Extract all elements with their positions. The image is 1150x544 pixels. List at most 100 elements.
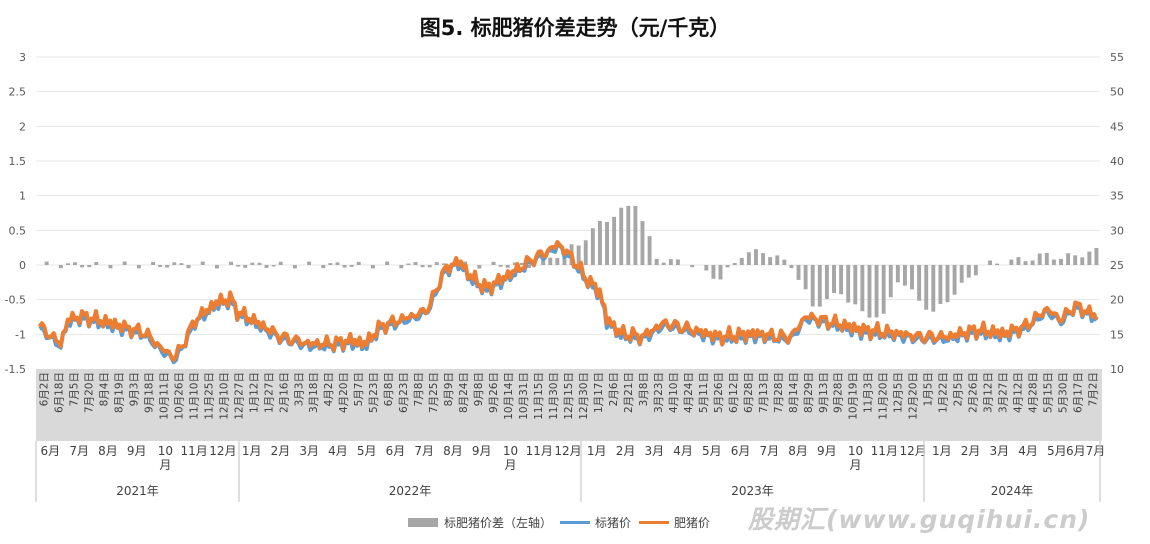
spread-bar — [626, 205, 631, 265]
date-tick-label: 11月30日 — [548, 372, 560, 420]
left-tick-label: -1.5 — [5, 363, 26, 376]
date-tick-label: 1月17日 — [593, 372, 605, 413]
spread-bar — [420, 265, 425, 268]
spread-bar — [214, 265, 219, 269]
left-tick-label: 1 — [19, 190, 26, 203]
spread-bar — [590, 228, 595, 265]
spread-bar — [498, 265, 503, 267]
spread-bar — [58, 265, 63, 269]
date-tick-label: 5月26日 — [713, 372, 725, 413]
month-label: 9月 — [472, 444, 492, 458]
spread-bar — [165, 265, 170, 268]
spread-bar — [647, 236, 652, 265]
month-label: 6月7月 — [1066, 444, 1105, 458]
date-tick-label: 7月2日 — [1088, 372, 1100, 406]
right-tick-label: 10 — [1110, 363, 1124, 376]
month-label: 7月 — [69, 444, 89, 458]
spread-bar — [612, 216, 617, 265]
left-tick-label: -1 — [15, 328, 26, 341]
date-tick-label: 3月3日 — [293, 372, 305, 406]
spread-bar — [406, 263, 411, 265]
spread-bar — [874, 265, 879, 318]
x-axis: 6月2日 6月18日 7月5日 7月20日 8月4日 8月19日 9月3日 9月18日 10月1… — [35, 372, 1105, 502]
spread-bar — [1080, 257, 1085, 265]
spread-bar — [924, 265, 929, 310]
date-tick-label: 6月18日 — [53, 372, 65, 413]
month-label: 4月 — [328, 444, 348, 458]
date-tick-label: 1月27日 — [263, 372, 275, 413]
spread-bar — [675, 259, 680, 265]
date-tick-label: 1月22日 — [938, 372, 950, 413]
spread-bar — [761, 253, 766, 265]
spread-bar — [158, 265, 163, 268]
price-lines — [37, 240, 1099, 365]
left-tick-label: 1.5 — [9, 155, 27, 168]
month-label: 8月 — [443, 444, 463, 458]
legend-item-spread: 标肥猪价差（左轴） — [408, 514, 552, 531]
spread-bar — [527, 265, 531, 269]
date-tick-label: 4月10日 — [668, 372, 680, 413]
spread-bar — [1051, 259, 1056, 265]
spread-bar — [44, 261, 49, 265]
month-label: 2月 — [961, 444, 981, 458]
year-label: 2022年 — [389, 484, 432, 498]
spread-bar — [122, 261, 127, 265]
date-tick-label: 12月27日 — [233, 372, 245, 420]
legend-item-fat: 肥猪价 — [639, 514, 710, 531]
spread-bar — [782, 259, 787, 265]
spread-bar — [640, 221, 645, 265]
spread-bar — [271, 265, 276, 267]
month-label: 9月 — [817, 444, 837, 458]
date-tick-label: 7月8日 — [413, 372, 425, 406]
spread-bar — [846, 265, 851, 303]
spread-bar — [732, 263, 737, 265]
date-tick-label: 2月5日 — [953, 372, 965, 406]
right-tick-label: 30 — [1110, 224, 1124, 237]
spread-bar — [243, 265, 248, 268]
spread-bar — [200, 261, 205, 265]
date-tick-label: 3月18日 — [308, 372, 320, 413]
spread-bar — [817, 265, 822, 307]
spread-bar — [959, 265, 964, 283]
spread-bar — [938, 265, 943, 304]
spread-bar — [250, 262, 255, 265]
date-tick-label: 6月12日 — [728, 372, 740, 413]
spread-bar — [349, 265, 354, 267]
date-tick-label: 7月13日 — [758, 372, 770, 413]
spread-bar — [768, 257, 773, 265]
date-tick-label: 11月15日 — [533, 372, 545, 420]
month-label: 12月 — [899, 444, 926, 458]
spread-bar — [1044, 252, 1049, 265]
month-label: 10 — [848, 444, 863, 458]
spread-bar — [775, 255, 780, 265]
spread-bar — [597, 220, 602, 265]
date-tick-label: 11月25日 — [203, 372, 215, 420]
left-axis-labels: 3 2.5 2 1.5 1 0.5 0 -0.5 -1 -1.5 — [5, 51, 26, 376]
month-label: 10 — [158, 444, 173, 458]
spread-bar — [172, 262, 177, 265]
spread-bar — [839, 265, 844, 295]
date-tick-label: 8月9日 — [443, 372, 455, 406]
spread-bar — [654, 258, 659, 265]
spread-bar — [356, 261, 361, 265]
month-label: 4月 — [1018, 444, 1038, 458]
right-tick-label: 20 — [1110, 294, 1124, 307]
spread-bar — [739, 257, 744, 265]
spread-bar — [988, 260, 993, 265]
date-tick-label: 11月10日 — [188, 372, 200, 420]
date-tick-label: 7月20日 — [83, 372, 95, 413]
year-label: 2024年 — [991, 484, 1034, 498]
month-label: 5月 — [702, 444, 722, 458]
spread-bar — [1009, 259, 1014, 265]
month-label: 6月 — [41, 444, 61, 458]
spread-bar — [491, 261, 496, 265]
spread-bar — [73, 262, 77, 265]
legend-swatch-spread — [408, 517, 438, 527]
date-tick-label: 7月28日 — [773, 372, 785, 413]
month-label: 月 — [159, 458, 171, 472]
spread-bar — [463, 261, 468, 265]
spread-bar — [881, 265, 886, 314]
spread-bar — [370, 265, 375, 269]
spread-bar — [1016, 257, 1021, 265]
